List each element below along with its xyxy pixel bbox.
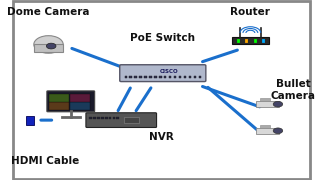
Bar xyxy=(256,101,279,107)
Bar xyxy=(124,118,139,123)
Bar xyxy=(26,116,34,125)
Bar xyxy=(260,125,270,128)
FancyBboxPatch shape xyxy=(120,65,206,82)
Bar xyxy=(189,76,191,78)
Bar xyxy=(49,102,69,110)
Bar xyxy=(134,76,137,78)
Circle shape xyxy=(273,101,283,107)
Bar xyxy=(149,76,152,78)
Circle shape xyxy=(46,43,56,49)
Text: NVR: NVR xyxy=(149,132,174,142)
Bar xyxy=(113,117,115,119)
Bar xyxy=(139,76,142,78)
Bar xyxy=(174,76,176,78)
Bar xyxy=(93,117,96,119)
Text: Dome Camera: Dome Camera xyxy=(7,7,90,17)
FancyBboxPatch shape xyxy=(86,113,156,127)
Bar xyxy=(116,117,119,119)
Circle shape xyxy=(34,36,63,53)
Bar xyxy=(101,117,104,119)
Bar xyxy=(70,94,90,102)
Bar xyxy=(256,128,279,134)
Bar xyxy=(90,117,92,119)
Bar xyxy=(109,117,111,119)
Bar xyxy=(232,37,269,44)
Bar xyxy=(194,76,196,78)
Bar xyxy=(124,76,127,78)
Bar xyxy=(49,94,69,102)
Bar xyxy=(34,44,63,52)
Bar xyxy=(144,76,147,78)
Text: PoE Switch: PoE Switch xyxy=(130,33,195,43)
FancyBboxPatch shape xyxy=(47,91,95,112)
Text: HDMI Cable: HDMI Cable xyxy=(12,156,80,166)
Bar xyxy=(154,76,156,78)
Bar xyxy=(179,76,181,78)
Text: CISCO: CISCO xyxy=(159,69,178,74)
Bar xyxy=(70,102,90,110)
Text: Router: Router xyxy=(230,7,270,17)
Bar xyxy=(159,76,162,78)
Bar xyxy=(169,76,172,78)
Text: Bullet
Camera: Bullet Camera xyxy=(271,79,316,101)
Bar xyxy=(105,117,108,119)
Bar xyxy=(260,98,270,101)
Bar xyxy=(199,76,201,78)
Bar xyxy=(130,76,132,78)
Bar xyxy=(184,76,186,78)
Bar xyxy=(97,117,100,119)
Circle shape xyxy=(273,128,283,134)
Bar xyxy=(164,76,166,78)
